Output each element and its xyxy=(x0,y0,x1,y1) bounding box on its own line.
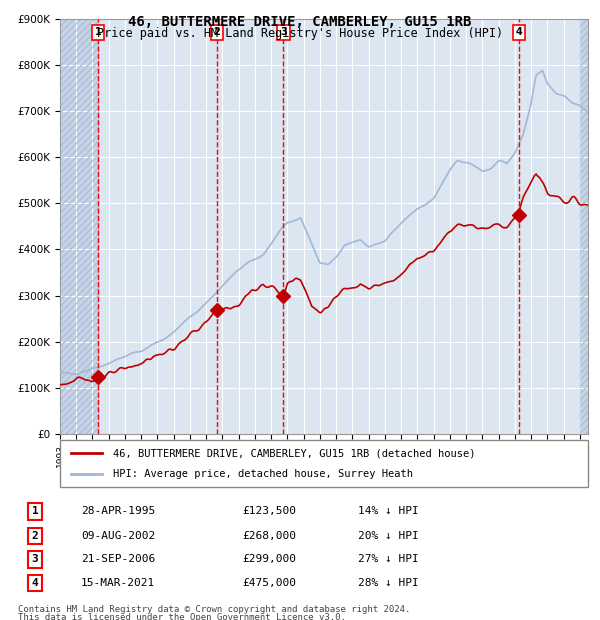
Text: 3: 3 xyxy=(32,554,38,564)
Text: 15-MAR-2021: 15-MAR-2021 xyxy=(81,578,155,588)
Text: 20% ↓ HPI: 20% ↓ HPI xyxy=(358,531,418,541)
FancyBboxPatch shape xyxy=(60,440,588,487)
Text: 2: 2 xyxy=(214,27,220,37)
Bar xyxy=(60,19,98,434)
Bar xyxy=(580,19,588,434)
Text: This data is licensed under the Open Government Licence v3.0.: This data is licensed under the Open Gov… xyxy=(18,613,346,620)
Text: 28% ↓ HPI: 28% ↓ HPI xyxy=(358,578,418,588)
Text: 4: 4 xyxy=(515,27,523,37)
Text: 1: 1 xyxy=(94,27,101,37)
Text: £475,000: £475,000 xyxy=(242,578,296,588)
Text: £268,000: £268,000 xyxy=(242,531,296,541)
Text: 21-SEP-2006: 21-SEP-2006 xyxy=(81,554,155,564)
Text: £123,500: £123,500 xyxy=(242,507,296,516)
Text: 46, BUTTERMERE DRIVE, CAMBERLEY, GU15 1RB (detached house): 46, BUTTERMERE DRIVE, CAMBERLEY, GU15 1R… xyxy=(113,448,475,458)
Text: 09-AUG-2002: 09-AUG-2002 xyxy=(81,531,155,541)
Text: 27% ↓ HPI: 27% ↓ HPI xyxy=(358,554,418,564)
Text: 28-APR-1995: 28-APR-1995 xyxy=(81,507,155,516)
Text: 3: 3 xyxy=(280,27,287,37)
Text: Price paid vs. HM Land Registry's House Price Index (HPI): Price paid vs. HM Land Registry's House … xyxy=(97,27,503,40)
Text: 46, BUTTERMERE DRIVE, CAMBERLEY, GU15 1RB: 46, BUTTERMERE DRIVE, CAMBERLEY, GU15 1R… xyxy=(128,16,472,30)
Text: £299,000: £299,000 xyxy=(242,554,296,564)
Bar xyxy=(60,19,98,434)
Text: 4: 4 xyxy=(32,578,38,588)
Text: Contains HM Land Registry data © Crown copyright and database right 2024.: Contains HM Land Registry data © Crown c… xyxy=(18,604,410,614)
Bar xyxy=(580,19,588,434)
Text: 1: 1 xyxy=(32,507,38,516)
Text: 2: 2 xyxy=(32,531,38,541)
Text: 14% ↓ HPI: 14% ↓ HPI xyxy=(358,507,418,516)
Text: HPI: Average price, detached house, Surrey Heath: HPI: Average price, detached house, Surr… xyxy=(113,469,413,479)
